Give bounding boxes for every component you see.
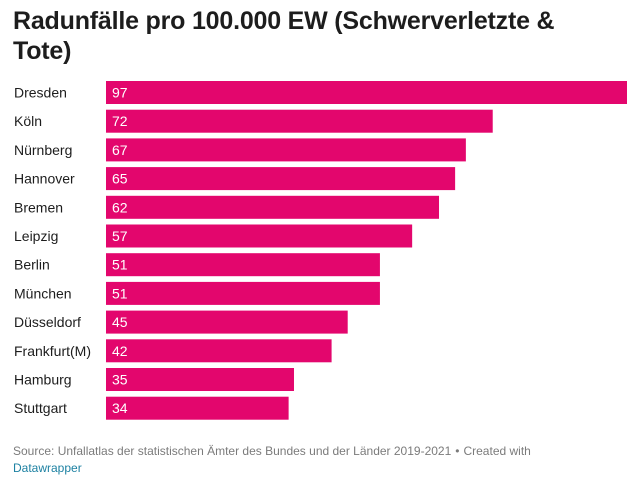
- bar: [106, 81, 627, 104]
- category-label: Hamburg: [14, 372, 72, 388]
- category-label: München: [14, 285, 72, 301]
- source-note: Source: Unfallatlas der statistischen Äm…: [13, 444, 452, 458]
- category-label: Köln: [14, 113, 42, 129]
- value-label: 67: [112, 142, 128, 158]
- category-label: Hannover: [14, 171, 75, 187]
- bar: [106, 339, 332, 363]
- bar-chart: Dresden 97 Köln 72 Nürnberg 67 Hannover 65 Breme…: [14, 81, 627, 420]
- category-label: Berlin: [14, 257, 50, 273]
- category-label: Nürnberg: [14, 142, 72, 158]
- category-label: Stuttgart: [14, 400, 67, 416]
- created-with-text: Created with: [463, 444, 531, 458]
- chart-title: Radunfälle pro 100.000 EW (Schwerverletz…: [13, 7, 555, 65]
- category-label: Düsseldorf: [14, 314, 81, 330]
- bar: [106, 109, 493, 133]
- value-label: 51: [112, 257, 128, 273]
- value-label: 97: [112, 85, 128, 101]
- chart-footer: Source: Unfallatlas der statistischen Äm…: [13, 443, 628, 477]
- value-label: 42: [112, 343, 128, 359]
- bar: [106, 138, 466, 162]
- value-label: 57: [112, 228, 128, 244]
- value-label: 51: [112, 285, 128, 301]
- category-label: Frankfurt(M): [14, 343, 91, 359]
- value-label: 65: [112, 171, 128, 187]
- footer-separator: •: [455, 444, 460, 458]
- category-label: Bremen: [14, 199, 63, 215]
- category-label: Dresden: [14, 85, 67, 101]
- bar: [106, 195, 440, 219]
- value-label: 62: [112, 199, 128, 215]
- bar: [106, 253, 380, 277]
- value-label: 35: [112, 372, 128, 388]
- value-label: 45: [112, 314, 128, 330]
- bar: [106, 167, 456, 191]
- value-label: 34: [112, 400, 128, 416]
- datawrapper-link[interactable]: Datawrapper: [13, 461, 82, 475]
- bar: [106, 396, 289, 420]
- bar: [106, 224, 413, 248]
- value-label: 72: [112, 113, 128, 129]
- bar: [106, 368, 294, 391]
- bar: [106, 281, 380, 305]
- category-label: Leipzig: [14, 228, 58, 244]
- bar: [106, 310, 348, 334]
